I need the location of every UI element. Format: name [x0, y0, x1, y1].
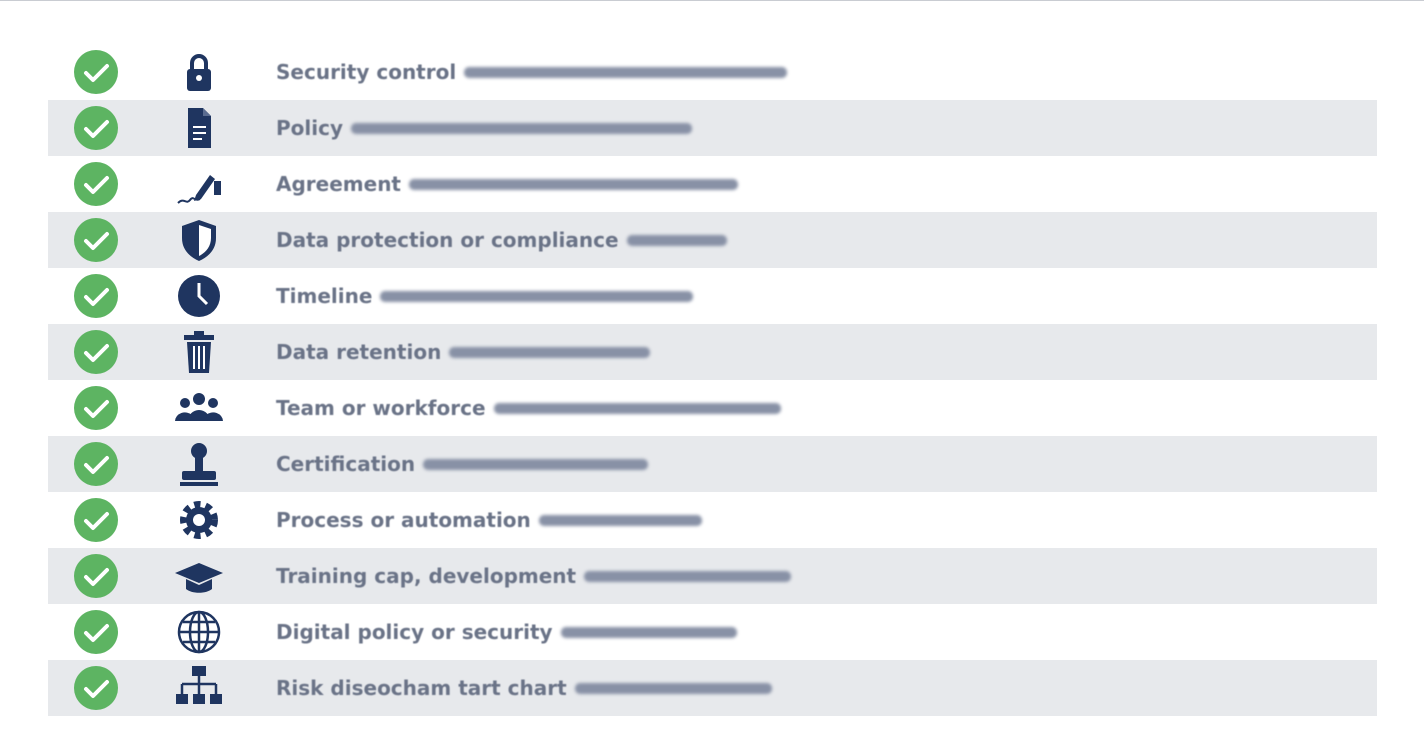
- item-label: Data protection or compliance: [276, 228, 619, 252]
- item-label: Policy: [276, 116, 344, 140]
- check-icon: [74, 274, 118, 318]
- item-label: Process or automation: [276, 508, 531, 532]
- checklist-row: Security control: [48, 44, 1377, 100]
- item-icon: [176, 666, 222, 704]
- item-label: Team or workforce: [276, 396, 486, 420]
- check-icon: [74, 666, 118, 710]
- redacted-bar: [449, 347, 650, 358]
- item-icon: [177, 610, 221, 654]
- checklist-row: Data protection or compliance: [48, 212, 1377, 268]
- checklist-row: Risk diseocham tart chart: [48, 660, 1377, 716]
- check-icon: [74, 106, 118, 150]
- item-icon: [175, 563, 223, 593]
- redacted-bar: [574, 683, 772, 694]
- checklist-row: Process or automation: [48, 492, 1377, 548]
- check-icon: [74, 50, 118, 94]
- redacted-bar: [584, 571, 791, 582]
- redacted-bar: [626, 235, 727, 246]
- item-label: Training cap, development: [276, 564, 577, 588]
- check-icon: [74, 330, 118, 374]
- item-icon: [182, 220, 216, 261]
- check-icon: [74, 610, 118, 654]
- item-icon: [184, 331, 214, 373]
- item-label: Agreement: [276, 172, 401, 196]
- item-icon: [178, 275, 220, 317]
- check-icon: [74, 162, 118, 206]
- item-label: Timeline: [276, 284, 373, 308]
- item-icon: [180, 501, 218, 539]
- redacted-bar: [423, 459, 648, 470]
- item-label: Security control: [276, 60, 457, 84]
- item-label: Digital policy or security: [276, 620, 553, 644]
- item-icon: [187, 54, 211, 91]
- checklist-row: Team or workforce: [48, 380, 1377, 436]
- redacted-bar: [538, 515, 702, 526]
- redacted-bar: [560, 627, 737, 638]
- check-icon: [74, 386, 118, 430]
- redacted-bar: [464, 67, 787, 78]
- check-icon: [74, 498, 118, 542]
- checklist-row: Certification: [48, 436, 1377, 492]
- item-label: Risk diseocham tart chart: [276, 676, 567, 700]
- item-icon: [175, 393, 223, 421]
- checklist-row: Training cap, development: [48, 548, 1377, 604]
- redacted-bar: [493, 403, 781, 414]
- redacted-bar: [380, 291, 693, 302]
- item-icon: [180, 443, 218, 486]
- checklist-row: Timeline: [48, 268, 1377, 324]
- checklist-row: Agreement: [48, 156, 1377, 212]
- checklist-row: Data retention: [48, 324, 1377, 380]
- redacted-bar: [409, 179, 738, 190]
- item-label: Certification: [276, 452, 416, 476]
- item-icon: [177, 175, 221, 204]
- check-icon: [74, 218, 118, 262]
- check-icon: [74, 442, 118, 486]
- check-icon: [74, 554, 118, 598]
- redacted-bar: [351, 123, 692, 134]
- checklist-row: Policy: [48, 100, 1377, 156]
- item-label: Data retention: [276, 340, 442, 364]
- item-icon: [188, 108, 211, 148]
- checklist-row: Digital policy or security: [48, 604, 1377, 660]
